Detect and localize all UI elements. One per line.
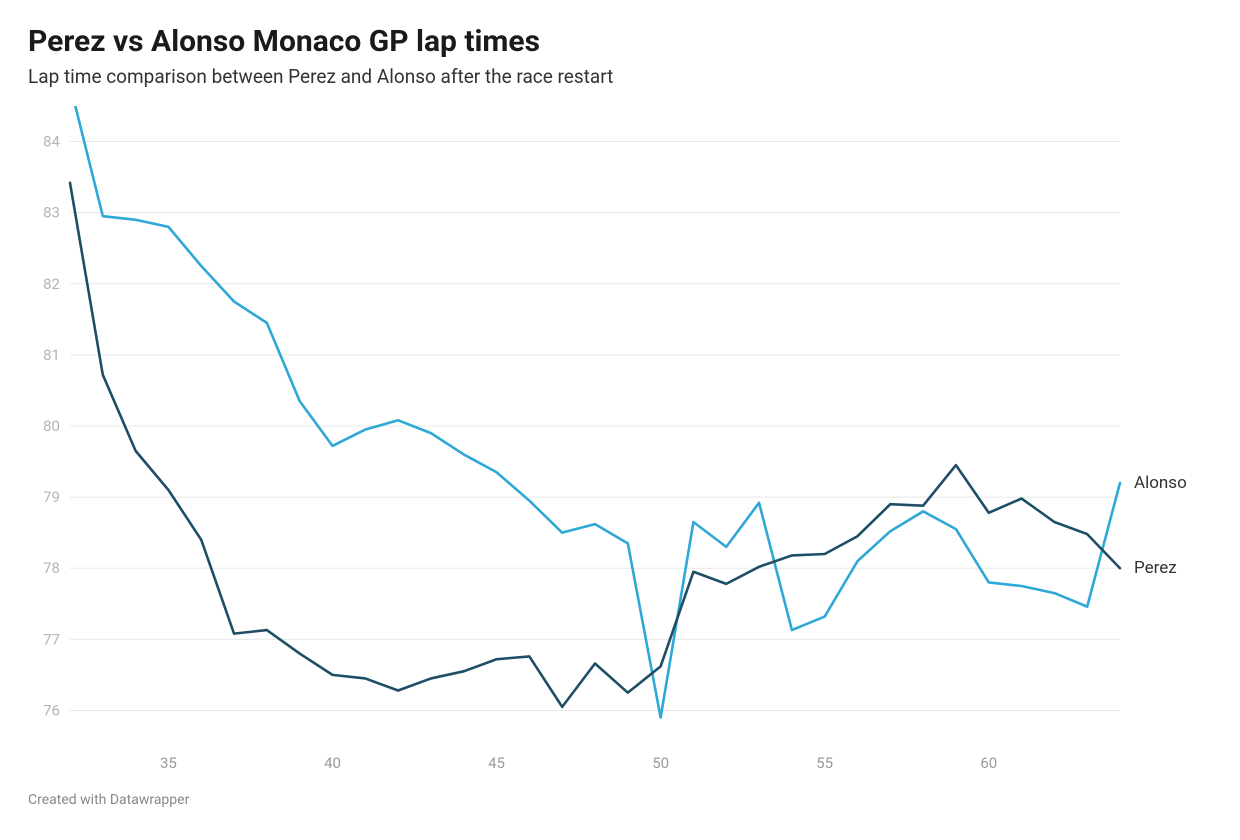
x-axis-tick-label: 45 [488,754,505,772]
chart-subtitle: Lap time comparison between Perez and Al… [28,65,1212,88]
line-chart-svg: 76 77 78 79 80 81 82 83 84 35 40 45 50 55 60 Alonso Pere… [28,106,1212,786]
y-axis-tick-label: 84 [43,133,60,151]
chart-plot-area: 76 77 78 79 80 81 82 83 84 35 40 45 50 55 60 Alonso Pere… [28,106,1212,786]
y-axis-tick-label: 80 [43,417,60,435]
y-axis-tick-label: 83 [43,204,60,222]
series-line-perez [70,183,1120,707]
x-axis-tick-label: 55 [816,754,833,772]
chart-title: Perez vs Alonso Monaco GP lap times [28,24,1212,59]
series-label-perez: Perez [1134,558,1177,578]
x-axis-tick-label: 35 [160,754,177,772]
y-axis-tick-label: 77 [43,630,60,648]
series-line-alonso [70,106,1120,718]
chart-credit: Created with Datawrapper [28,792,1212,808]
y-axis-tick-label: 81 [43,346,60,364]
y-axis-tick-label: 79 [43,488,60,506]
y-axis-tick-label: 76 [43,701,60,719]
y-axis-tick-label: 78 [43,559,60,577]
x-axis-tick-label: 40 [324,754,341,772]
x-axis-tick-label: 50 [652,754,669,772]
x-axis-tick-label: 60 [980,754,997,772]
y-axis-tick-label: 82 [43,275,60,293]
chart-container: Perez vs Alonso Monaco GP lap times Lap … [0,0,1240,820]
series-label-alonso: Alonso [1134,473,1187,493]
